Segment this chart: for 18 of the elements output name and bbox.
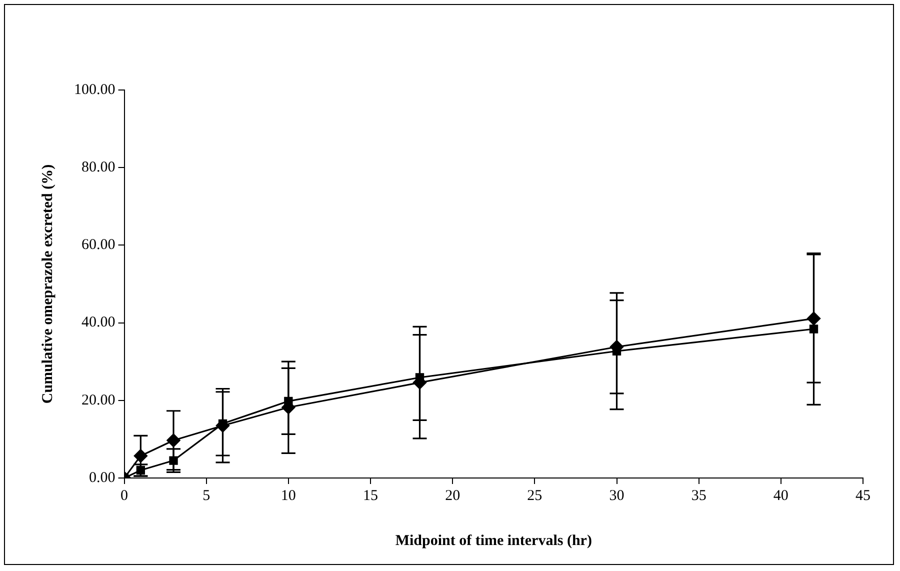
x-tick-label: 30 — [609, 488, 624, 504]
x-axis-title: Midpoint of time intervals (hr) — [395, 532, 592, 549]
x-tick-label: 5 — [202, 488, 210, 504]
y-tick-label: 60.00 — [82, 237, 116, 254]
x-tick-label: 20 — [445, 488, 460, 504]
y-axis-title: Cumulative omeprazole excreted (%) — [40, 164, 56, 404]
x-tick-label: 15 — [363, 488, 378, 504]
x-tick-label: 45 — [856, 488, 870, 504]
y-tick-label: 20.00 — [82, 392, 116, 408]
x-tick-label: 0 — [120, 488, 128, 504]
y-tick-label: 40.00 — [82, 314, 116, 331]
x-tick-label: 40 — [773, 488, 788, 504]
y-tick-label: 80.00 — [82, 160, 116, 176]
x-tick-label: 10 — [280, 488, 296, 504]
x-tick-label: 35 — [691, 488, 706, 504]
y-tick-label: 100.00 — [74, 82, 116, 98]
y-tick-label: 0.00 — [89, 470, 116, 486]
x-tick-label: 25 — [527, 488, 542, 504]
